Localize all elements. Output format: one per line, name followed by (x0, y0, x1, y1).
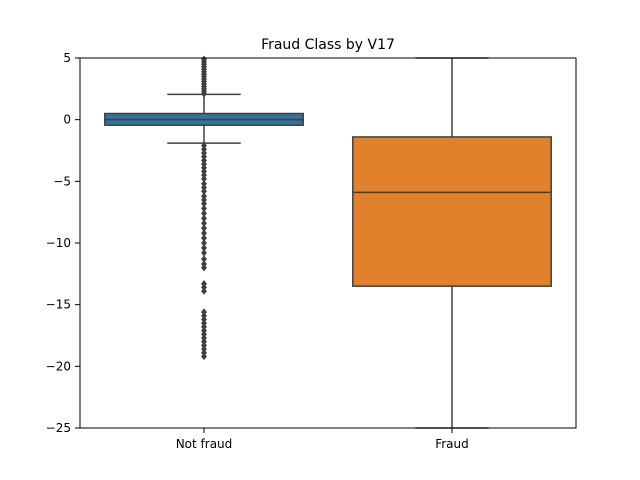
box-group-1 (352, 57, 552, 429)
y-axis: 5 0 −5 −10 −15 −20 −25 (46, 51, 80, 435)
outlier-point (201, 249, 207, 257)
outlier-point (201, 352, 207, 361)
chart-title: Fraud Class by V17 (261, 37, 395, 53)
y-tick-label: 0 (63, 113, 71, 127)
box-iqr (352, 136, 552, 287)
x-tick-label: Fraud (435, 437, 469, 451)
y-tick-label: −20 (46, 359, 71, 373)
y-tick-label: −10 (46, 236, 71, 250)
outlier-point (201, 263, 207, 272)
plot-area (104, 55, 552, 429)
x-axis: Not fraud Fraud (176, 428, 469, 451)
y-tick-label: 5 (63, 51, 71, 65)
y-tick-label: −25 (46, 421, 71, 435)
y-tick-label: −5 (53, 174, 71, 188)
x-tick-label: Not fraud (176, 437, 233, 451)
outlier-point (201, 287, 207, 295)
y-tick-label: −15 (46, 298, 71, 312)
box-group-0 (104, 55, 304, 361)
